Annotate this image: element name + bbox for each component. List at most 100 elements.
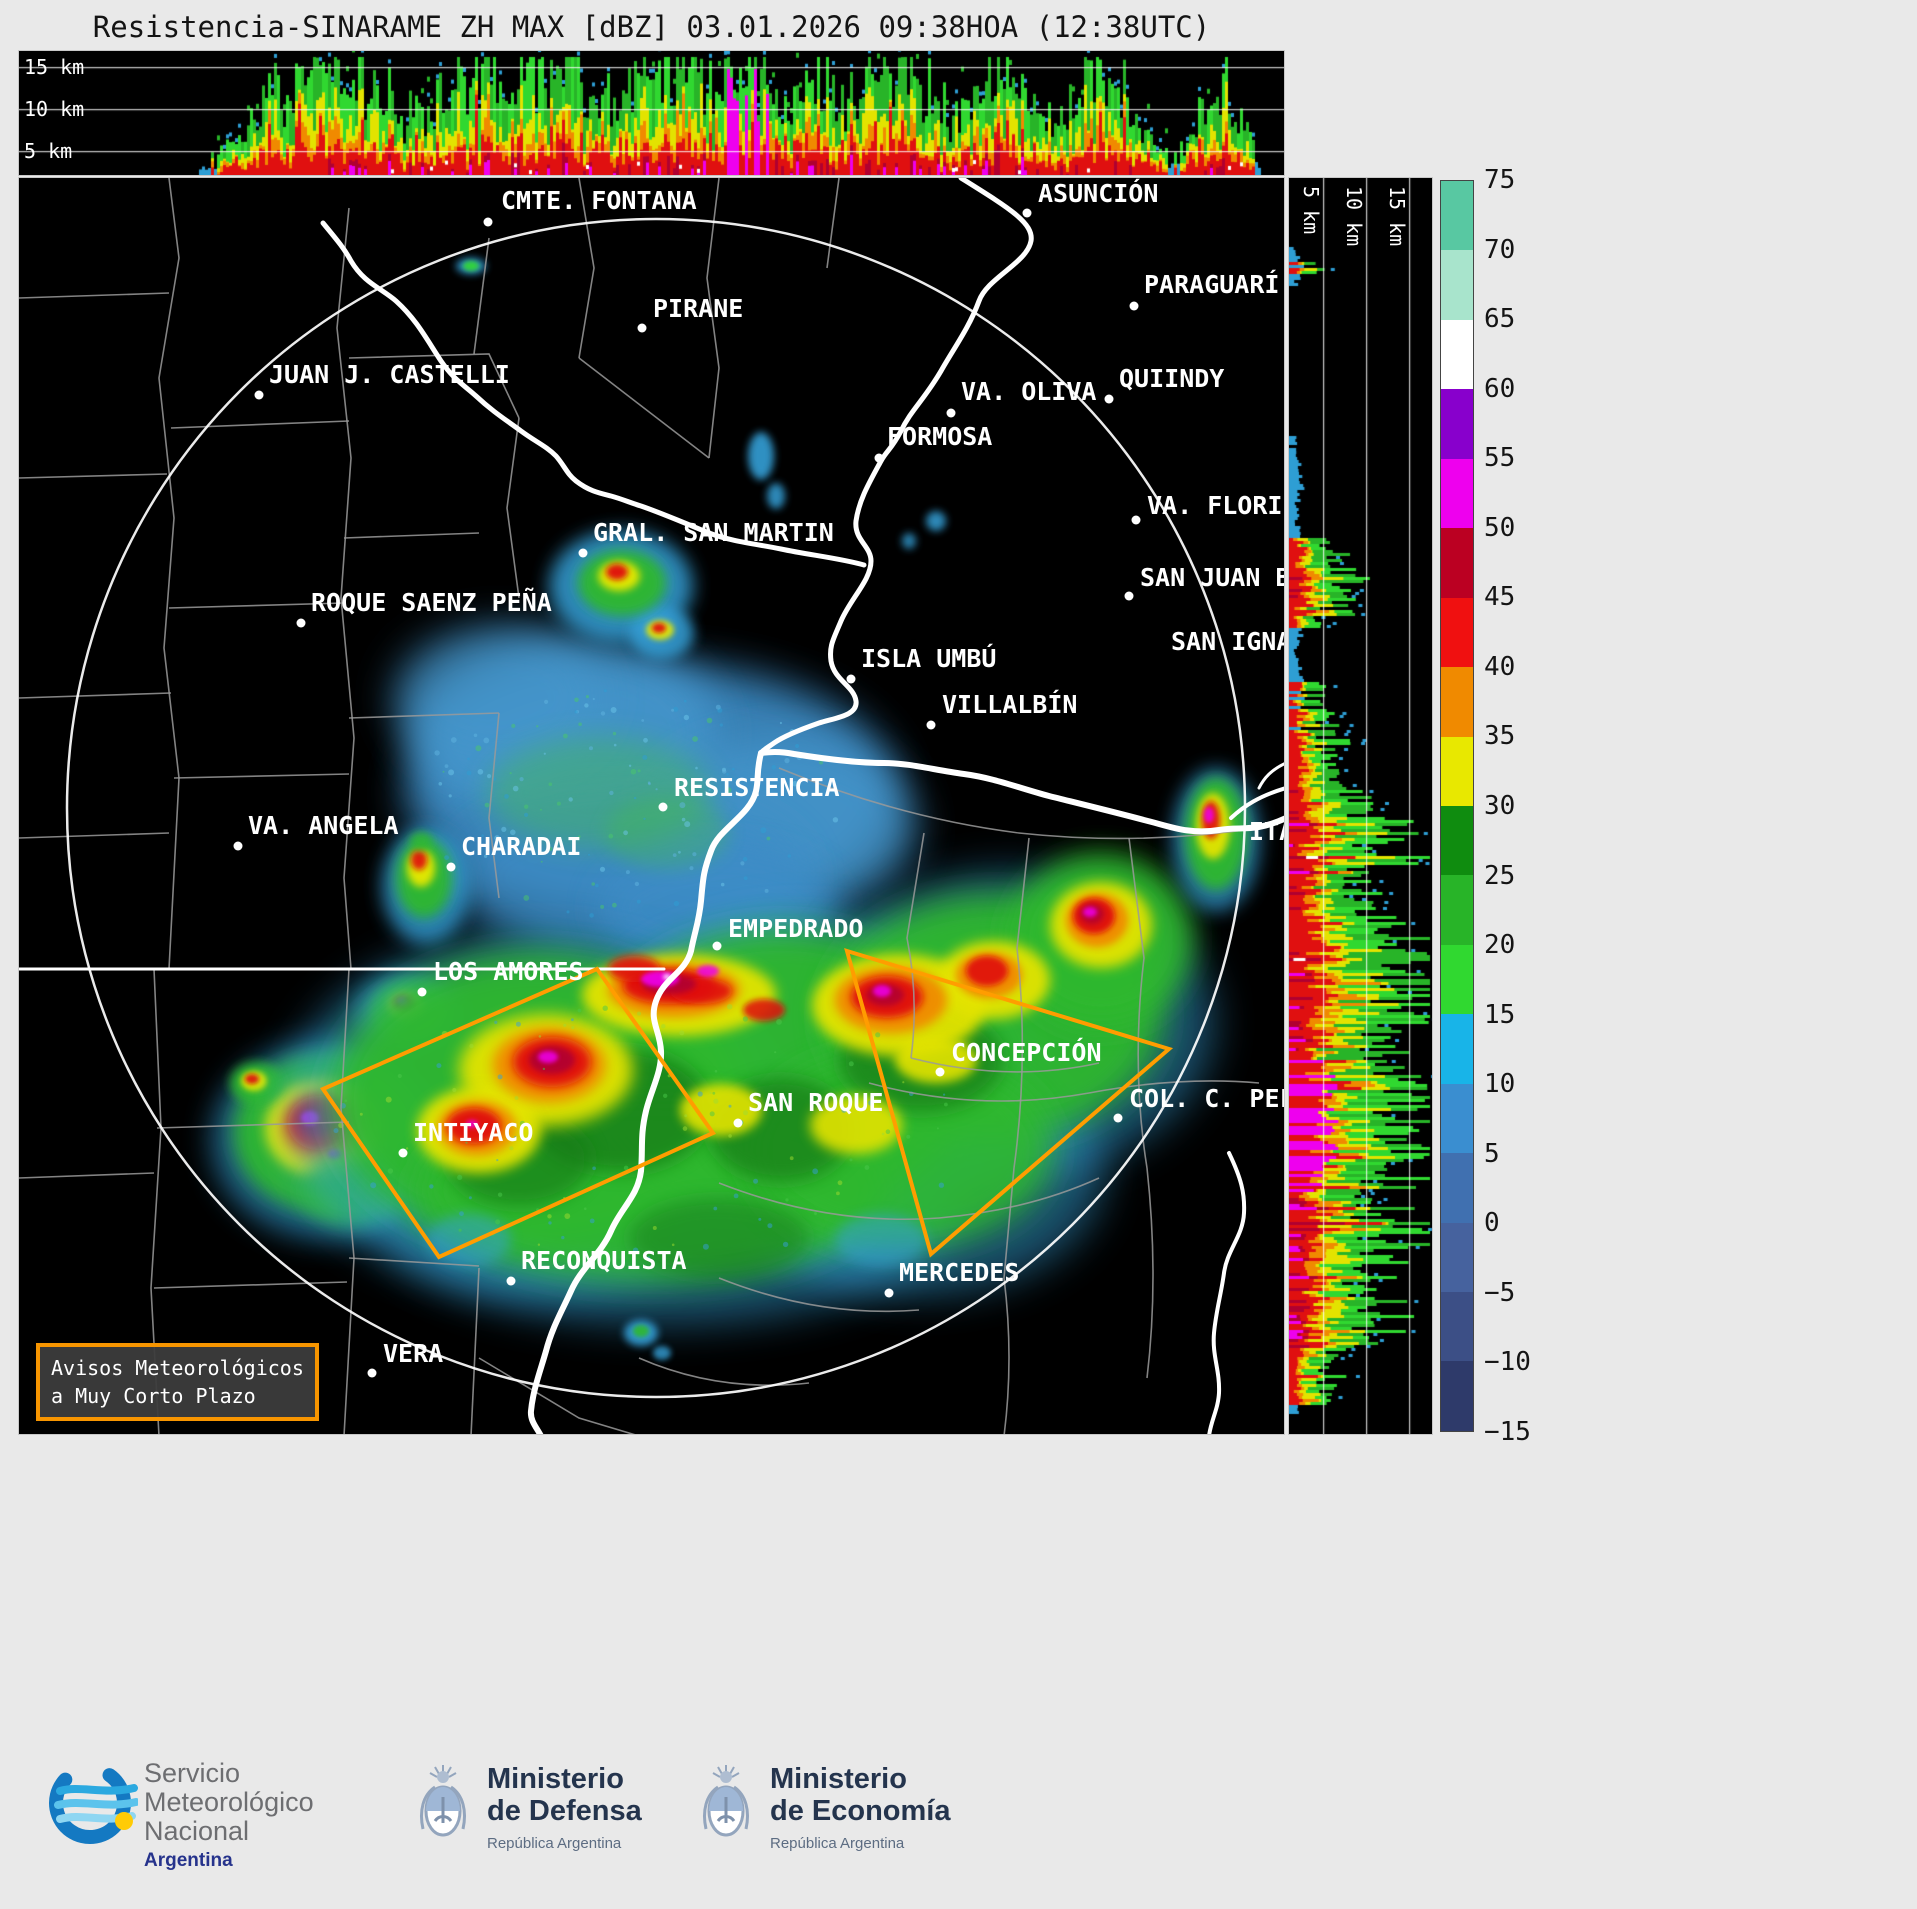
radar-echo-speckles: [333, 689, 948, 1259]
city-label: MERCEDES: [899, 1258, 1020, 1287]
city-dot: [712, 941, 722, 951]
colorbar-segment: [1441, 528, 1473, 598]
admin-boundaries: [19, 178, 1260, 1434]
city-label: ASUNCIÓN: [1038, 179, 1159, 208]
range-ring: [65, 217, 1247, 1399]
colorbar-tick-label: 20: [1484, 930, 1516, 961]
colorbar-tick-label: 40: [1484, 651, 1516, 682]
colorbar-segment: [1441, 944, 1473, 1015]
warning-box: Avisos Meteorológicos a Muy Corto Plazo: [36, 1343, 319, 1421]
city-label: FORMOSA: [887, 422, 993, 451]
city-dot: [398, 1148, 408, 1158]
city-dot: [367, 1368, 377, 1378]
smn-logo: [49, 1762, 138, 1844]
city-label: ISLA UMBÚ: [861, 644, 997, 673]
city-dot: [658, 802, 668, 812]
city-label: VERA: [383, 1339, 444, 1368]
city-dot: [296, 618, 306, 628]
city-label: VILLALBÍN: [942, 690, 1078, 719]
smn-line-2: Meteorológico: [144, 1787, 314, 1818]
city-label: PIRANE: [653, 294, 744, 323]
top-cross-section-panel: 15 km 10 km 5 km: [18, 50, 1285, 176]
city-dot: [506, 1276, 516, 1286]
colorbar-tick-label: 35: [1484, 721, 1516, 752]
warning-box-line2: a Muy Corto Plazo: [51, 1384, 256, 1408]
right-axis-label-10km: 10 km: [1342, 186, 1366, 247]
colorbar-tick-label: −10: [1484, 1347, 1531, 1378]
city-dot: [483, 217, 493, 227]
economia-line-2: de Economía: [770, 1795, 951, 1828]
colorbar-tick-label: −5: [1484, 1277, 1516, 1308]
colorbar-segment: [1441, 805, 1473, 876]
colorbar-segment: [1441, 319, 1473, 390]
top-axis-label-5km: 5 km: [24, 139, 73, 163]
colorbar-segment: [1441, 1153, 1473, 1223]
warning-box-line1: Avisos Meteorológicos: [51, 1356, 304, 1380]
smn-wordmark: Servicio Meteorológico Nacional Argentin…: [144, 1758, 314, 1872]
city-dot: [578, 548, 588, 558]
reflectivity-colorbar: [1440, 180, 1474, 1432]
right-cross-section-panel: 5 km 10 km 15 km: [1288, 177, 1433, 1435]
colorbar-segment: [1441, 667, 1473, 737]
colorbar-tick-label: 50: [1484, 512, 1516, 543]
city-dot: [1131, 515, 1141, 525]
economia-line-1: Ministerio: [770, 1763, 907, 1795]
city-label: VA. ANGELA: [248, 811, 399, 840]
city-label: QUIINDY: [1119, 364, 1225, 393]
city-dot: [1022, 208, 1032, 218]
city-dot: [946, 408, 956, 418]
city-label: GRAL. SAN MARTIN: [593, 518, 834, 547]
warning-polygon-east: [844, 948, 1174, 1258]
city-label: RESISTENCIA: [674, 773, 840, 802]
colorbar-tick-label: 70: [1484, 234, 1516, 265]
economia-sub: República Argentina: [770, 1834, 905, 1852]
colorbar-tick-label: 55: [1484, 443, 1516, 474]
city-dot: [1124, 591, 1134, 601]
city-dot: [417, 987, 427, 997]
top-cross-section-plot: [19, 51, 1284, 175]
city-dot: [926, 720, 936, 730]
colorbar-segment: [1441, 875, 1473, 945]
city-label: SAN JUAN BAUTISTA: [1140, 563, 1284, 592]
city-label: CONCEPCIÓN: [951, 1038, 1102, 1067]
radar-map-graphics: [19, 178, 1284, 1434]
footer: Servicio Meteorológico Nacional Argentin…: [0, 1435, 1917, 1909]
city-label: RECONQUISTA: [521, 1246, 687, 1275]
radar-map-panel: CMTE. FONTANA ASUNCIÓN PIRANE PARAGUARÍ JUAN…: [18, 177, 1285, 1435]
right-cross-section-plot: [1289, 178, 1432, 1434]
colorbar-tick-label: 65: [1484, 304, 1516, 335]
city-label: CHARADAI: [461, 832, 582, 861]
colorbar-segment: [1441, 458, 1473, 529]
city-label: CMTE. FONTANA: [501, 186, 697, 215]
rivers: [19, 178, 1284, 1434]
city-dot: [446, 862, 456, 872]
city-label: SAN IGNACIO: [1171, 627, 1284, 656]
colorbar-tick-label: 75: [1484, 165, 1516, 195]
city-label: COL. C. PELLEGRINI: [1129, 1084, 1284, 1113]
city-dot: [935, 1067, 945, 1077]
city-label: ROQUE SAENZ PEÑA: [311, 588, 552, 617]
colorbar-segment: [1441, 1014, 1473, 1084]
colorbar-segment: [1441, 181, 1473, 251]
top-axis-label-10km: 10 km: [24, 97, 85, 121]
colorbar-tick-label: 25: [1484, 860, 1516, 891]
colorbar-tick-label: 15: [1484, 999, 1516, 1030]
radar-echoes: [211, 258, 1260, 1360]
city-dot: [1113, 1113, 1123, 1123]
city-label: ITATI: [1249, 817, 1284, 846]
smn-line-3: Nacional: [144, 1816, 250, 1847]
top-axis-label-15km: 15 km: [24, 55, 85, 79]
city-dot: [874, 453, 884, 463]
colorbar-tick-label: 45: [1484, 582, 1516, 613]
colorbar-tick-label: 10: [1484, 1069, 1516, 1100]
defensa-line-2: de Defensa: [487, 1795, 642, 1828]
city-label: VA. OLIVA: [961, 377, 1097, 406]
city-label: VA. FLORIDA: [1147, 491, 1284, 520]
city-dot: [1104, 394, 1114, 404]
city-label: EMPEDRADO: [728, 914, 864, 943]
ministry-economia: Ministerio de Economía República Argenti…: [698, 1763, 951, 1852]
colorbar-tick-label: −15: [1484, 1417, 1531, 1447]
colorbar-segment: [1441, 736, 1473, 806]
smn-line-1: Servicio: [144, 1758, 241, 1788]
city-layer: CMTE. FONTANA ASUNCIÓN PIRANE PARAGUARÍ JUAN…: [19, 178, 1284, 1434]
